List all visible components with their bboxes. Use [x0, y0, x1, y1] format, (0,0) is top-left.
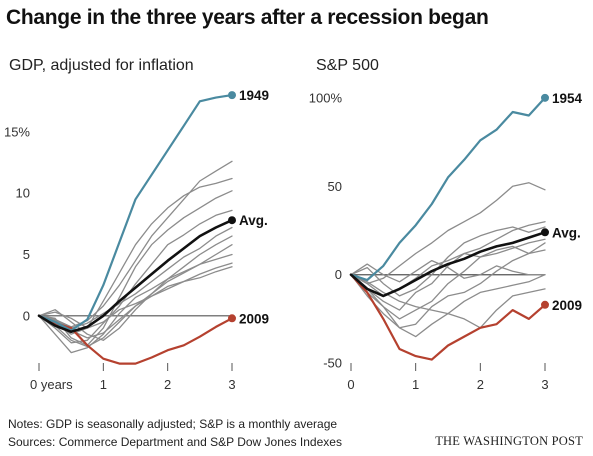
sp500-series-line-other	[350, 182, 546, 285]
sp500-series-end-dot-1954	[541, 93, 549, 102]
sp500-series-line-other	[350, 274, 546, 338]
sp500-series-line-other	[350, 249, 546, 329]
sp500-y-tick-label: 50	[328, 179, 342, 194]
gdp-series-line-other	[38, 190, 233, 346]
sp500-x-tick-label: 2	[477, 377, 484, 392]
gdp-series-end-dot-avg	[228, 216, 236, 225]
gdp-y-tick-label: 0	[23, 308, 30, 323]
sp500-series-end-label-1954: 1954	[552, 91, 583, 106]
gdp-series-line-avg	[37, 218, 234, 334]
sp500-y-tick-label: -50	[323, 356, 342, 371]
gdp-series-end-label-avg: Avg.	[239, 213, 268, 228]
gdp-series-line-other	[38, 177, 233, 335]
sp500-series-end-dot-2009	[541, 300, 549, 309]
sp500-x-tick-label: 0	[347, 377, 354, 392]
gdp-panel-title: GDP, adjusted for inflation	[9, 57, 194, 74]
gdp-series-line-other	[38, 209, 233, 344]
sp500-panel-title: S&P 500	[316, 57, 379, 74]
gdp-x-tick-label: 3	[228, 377, 235, 392]
sp500-y-tick-label: 0	[335, 267, 342, 282]
sources-text: Sources: Commerce Department and S&P Dow…	[8, 435, 342, 449]
sp500-series-line-other	[350, 221, 546, 311]
sp500-series-line-other	[350, 259, 546, 283]
sp500-series-line-other	[350, 226, 546, 297]
gdp-series-end-dot-1949	[228, 91, 236, 100]
sp500-series-end-dot-avg	[541, 228, 549, 237]
gdp-series-line-2009	[37, 314, 234, 365]
gdp-series-end-label-2009: 2009	[239, 311, 269, 326]
sp500-series-line-avg	[349, 231, 547, 298]
gdp-y-tick-label: 5	[23, 247, 30, 262]
sp500-x-tick-label: 1	[412, 377, 419, 392]
sp500-series-line-2009	[349, 273, 547, 361]
chart-title: Change in the three years after a recess…	[6, 6, 489, 29]
gdp-x-tick-label: 1	[100, 377, 107, 392]
sp500-x-tick-label: 3	[541, 377, 548, 392]
gdp-series-line-1949	[37, 94, 234, 332]
gdp-series-line-other	[38, 160, 233, 328]
gdp-series-end-label-1949: 1949	[239, 88, 269, 103]
gdp-series-line-other	[38, 253, 233, 354]
gdp-x-tick-label: 2	[164, 377, 171, 392]
gdp-series-end-dot-2009	[228, 314, 236, 323]
sp500-series-end-label-2009: 2009	[552, 298, 582, 313]
sp500-series-end-label-avg: Avg.	[552, 225, 581, 240]
gdp-x-tick-label: 0 years	[30, 377, 73, 392]
gdp-series-line-other	[38, 235, 233, 341]
sp500-y-tick-label: 100%	[309, 90, 343, 105]
sp500-series-line-1954	[349, 96, 547, 282]
gdp-y-tick-label: 15%	[4, 124, 30, 139]
notes-text: Notes: GDP is seasonally adjusted; S&P i…	[8, 417, 338, 431]
credit-text: THE WASHINGTON POST	[435, 434, 583, 448]
gdp-series-line-other	[38, 266, 233, 329]
gdp-y-tick-label: 10	[16, 186, 30, 201]
gdp-series-line-other	[38, 226, 233, 329]
